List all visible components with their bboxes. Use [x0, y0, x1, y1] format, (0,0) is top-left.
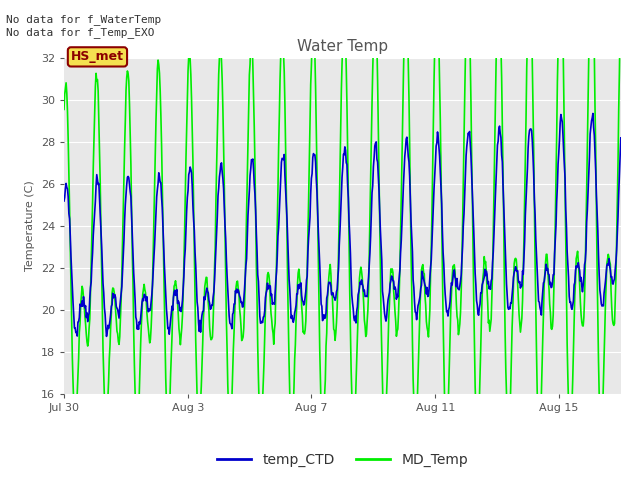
Text: HS_met: HS_met: [71, 50, 124, 63]
Y-axis label: Temperature (C): Temperature (C): [25, 180, 35, 271]
Text: No data for f_WaterTemp
No data for f_Temp_EXO: No data for f_WaterTemp No data for f_Te…: [6, 14, 162, 38]
Legend: temp_CTD, MD_Temp: temp_CTD, MD_Temp: [211, 447, 474, 473]
Title: Water Temp: Water Temp: [297, 39, 388, 54]
